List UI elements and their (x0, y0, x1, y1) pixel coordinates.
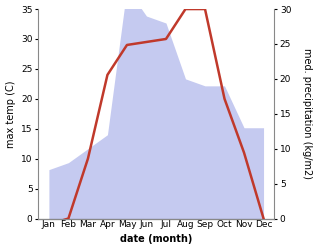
Y-axis label: max temp (C): max temp (C) (5, 80, 16, 148)
X-axis label: date (month): date (month) (120, 234, 192, 244)
Y-axis label: med. precipitation (kg/m2): med. precipitation (kg/m2) (302, 48, 313, 179)
